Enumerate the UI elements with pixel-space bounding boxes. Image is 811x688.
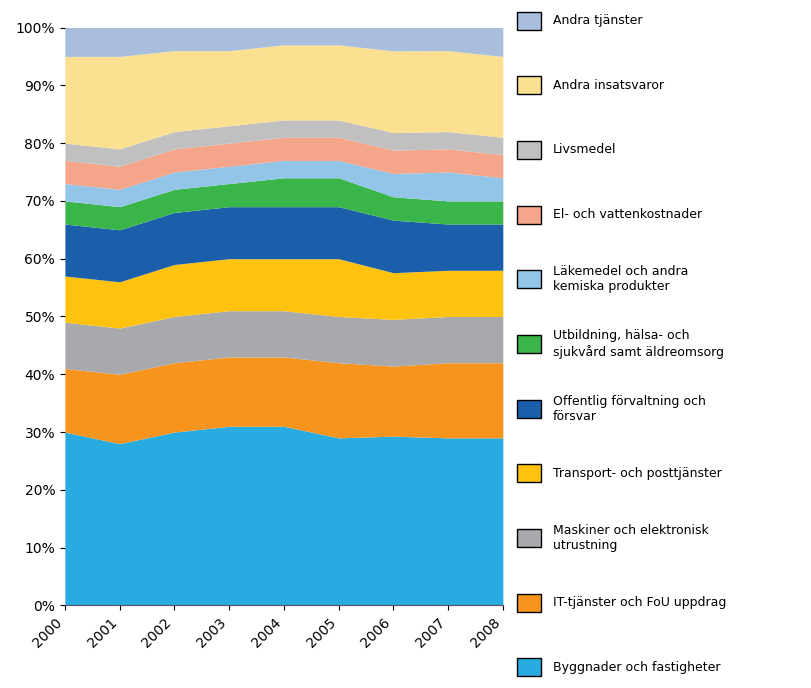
Text: IT-tjänster och FoU uppdrag: IT-tjänster och FoU uppdrag — [553, 596, 727, 609]
Text: Transport- och posttjänster: Transport- och posttjänster — [553, 467, 722, 480]
FancyBboxPatch shape — [517, 400, 541, 418]
Text: Maskiner och elektronisk
utrustning: Maskiner och elektronisk utrustning — [553, 524, 709, 552]
FancyBboxPatch shape — [517, 270, 541, 288]
FancyBboxPatch shape — [517, 529, 541, 547]
FancyBboxPatch shape — [517, 206, 541, 224]
Text: Offentlig förvaltning och
försvar: Offentlig förvaltning och försvar — [553, 395, 706, 422]
Text: Andra insatsvaror: Andra insatsvaror — [553, 79, 664, 92]
FancyBboxPatch shape — [517, 464, 541, 482]
Text: El- och vattenkostnader: El- och vattenkostnader — [553, 208, 702, 221]
FancyBboxPatch shape — [517, 141, 541, 159]
FancyBboxPatch shape — [517, 335, 541, 353]
Text: Läkemedel och andra
kemiska produkter: Läkemedel och andra kemiska produkter — [553, 266, 689, 293]
Text: Andra tjänster: Andra tjänster — [553, 14, 642, 27]
FancyBboxPatch shape — [517, 658, 541, 676]
Text: Byggnader och fastigheter: Byggnader och fastigheter — [553, 661, 720, 674]
Text: Livsmedel: Livsmedel — [553, 144, 616, 156]
FancyBboxPatch shape — [517, 76, 541, 94]
Text: Utbildning, hälsa- och
sjukvård samt äldreomsorg: Utbildning, hälsa- och sjukvård samt äld… — [553, 330, 724, 358]
FancyBboxPatch shape — [517, 594, 541, 612]
FancyBboxPatch shape — [517, 12, 541, 30]
